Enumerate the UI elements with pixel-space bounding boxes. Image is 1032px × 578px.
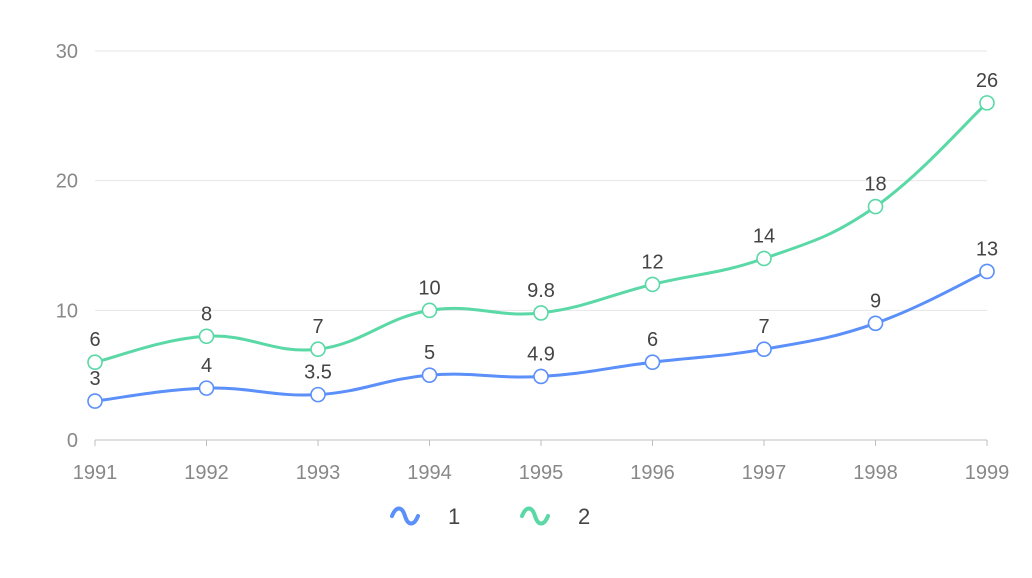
data-label-1-1994: 5	[424, 342, 435, 364]
data-point-1-1991[interactable]	[87, 393, 103, 409]
x-tick-label-1998: 1998	[853, 462, 898, 484]
x-tick-label-1994: 1994	[407, 462, 452, 484]
data-label-2-1998: 18	[864, 174, 886, 196]
data-label-2-1991: 6	[89, 329, 100, 351]
legend-label-2: 2	[578, 504, 590, 529]
y-tick-label-30: 30	[56, 41, 78, 63]
x-tick-label-1996: 1996	[630, 462, 675, 484]
data-label-1-1997: 7	[758, 316, 769, 338]
y-axis-tick-labels: 0 10 20 30	[56, 41, 78, 452]
data-point-1-1999[interactable]	[979, 263, 995, 280]
y-tick-label-20: 20	[56, 171, 78, 193]
data-label-2-1995: 9.8	[527, 280, 555, 302]
data-point-1-1998[interactable]	[867, 315, 884, 332]
data-label-2-1996: 12	[641, 251, 663, 273]
x-tick-label-1995: 1995	[519, 462, 564, 484]
data-label-1-1995: 4.9	[527, 343, 555, 365]
data-label-1-1998: 9	[870, 290, 881, 312]
series-group	[87, 95, 995, 409]
legend-item-2[interactable]: 2	[520, 504, 590, 529]
data-point-1-1997[interactable]	[756, 341, 772, 358]
legend-label-1: 1	[448, 504, 460, 529]
data-point-2-1995[interactable]	[533, 305, 549, 321]
x-tick-label-1999: 1999	[965, 462, 1010, 484]
data-label-2-1993: 7	[312, 316, 323, 338]
data-point-1-1992[interactable]	[198, 380, 215, 396]
data-point-2-1998[interactable]	[867, 198, 884, 215]
x-tick-label-1993: 1993	[296, 462, 341, 484]
data-point-1-1996[interactable]	[644, 354, 661, 371]
data-point-2-1997[interactable]	[756, 250, 772, 267]
data-label-2-1992: 8	[201, 303, 212, 325]
data-label-1-1996: 6	[647, 329, 658, 351]
x-axis: 1991 1992 1993 1994 1995 1996 1997 1998 1999	[73, 439, 1010, 484]
data-point-1-1994[interactable]	[421, 367, 438, 383]
x-tick-label-1991: 1991	[73, 462, 118, 484]
data-point-2-1992[interactable]	[198, 328, 215, 345]
legend-line-icon	[520, 506, 550, 526]
legend-item-1[interactable]: 1	[390, 504, 460, 529]
data-labels: 3 4 3.5 5 4.9 6 7 9 13 6 8 7 10 9.8 12 14 18 26	[89, 70, 998, 390]
data-point-1-1995[interactable]	[533, 368, 549, 385]
y-tick-label-0: 0	[67, 430, 78, 452]
x-tick-label-1992: 1992	[184, 462, 229, 484]
data-point-2-1993[interactable]	[310, 341, 326, 358]
data-label-1-1991: 3	[89, 368, 100, 390]
data-point-2-1996[interactable]	[644, 276, 661, 293]
data-point-1-1993[interactable]	[310, 386, 326, 403]
data-label-2-1997: 14	[753, 225, 775, 247]
x-tick-label-1997: 1997	[742, 462, 787, 484]
legend-line-icon	[390, 506, 420, 526]
y-tick-label-10: 10	[56, 300, 78, 322]
data-label-1-1992: 4	[201, 355, 212, 377]
grid-lines	[95, 50, 987, 311]
series-line-2	[94, 101, 989, 364]
data-label-1-1999: 13	[976, 238, 998, 260]
data-point-2-1994[interactable]	[421, 302, 438, 319]
data-label-1-1993: 3.5	[304, 362, 332, 384]
data-label-2-1999: 26	[976, 70, 998, 92]
data-point-2-1991[interactable]	[87, 354, 103, 371]
data-label-2-1994: 10	[418, 277, 440, 299]
data-point-2-1999[interactable]	[979, 95, 995, 111]
